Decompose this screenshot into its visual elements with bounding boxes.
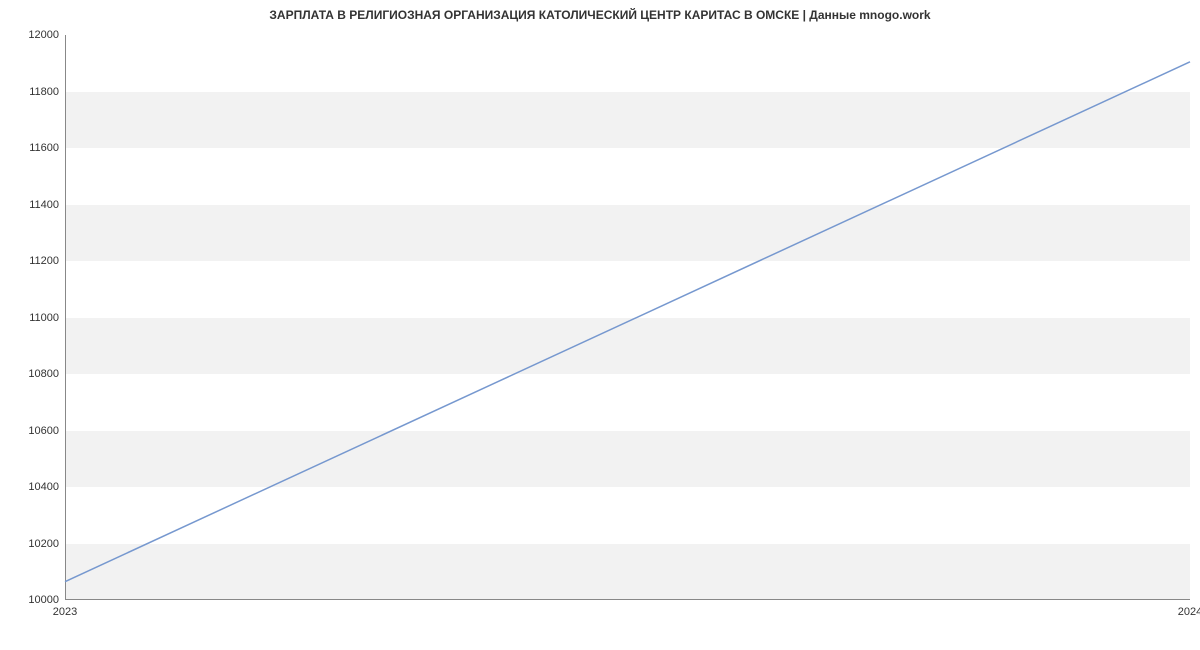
y-tick-label: 11000 (2, 312, 59, 324)
plot-area (65, 35, 1190, 600)
y-tick-label: 10000 (2, 594, 59, 606)
y-tick-label: 12000 (2, 29, 59, 41)
y-tick-label: 11400 (2, 199, 59, 211)
series-line-salary (65, 62, 1190, 582)
chart-title: ЗАРПЛАТА В РЕЛИГИОЗНАЯ ОРГАНИЗАЦИЯ КАТОЛ… (0, 8, 1200, 22)
y-tick-label: 10800 (2, 368, 59, 380)
salary-chart: ЗАРПЛАТА В РЕЛИГИОЗНАЯ ОРГАНИЗАЦИЯ КАТОЛ… (0, 0, 1200, 650)
y-tick-label: 11800 (2, 86, 59, 98)
y-tick-label: 11600 (2, 142, 59, 154)
x-tick-label: 2023 (53, 606, 77, 618)
y-tick-label: 10600 (2, 425, 59, 437)
y-tick-label: 10400 (2, 481, 59, 493)
y-tick-label: 11200 (2, 255, 59, 267)
series-layer (65, 35, 1190, 600)
y-tick-label: 10200 (2, 538, 59, 550)
x-tick-label: 2024 (1178, 606, 1200, 618)
